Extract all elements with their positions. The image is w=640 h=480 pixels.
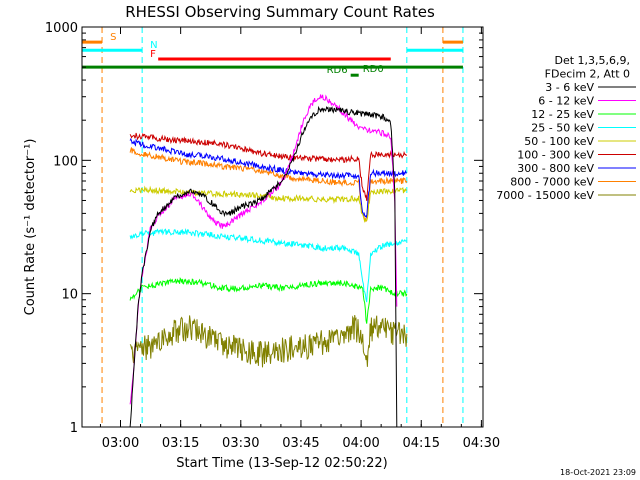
flag-label-rd0: RD0 bbox=[363, 64, 384, 75]
flag-label-n: N bbox=[150, 40, 157, 51]
legend-label-800-7000-kev: 800 - 7000 keV bbox=[510, 176, 594, 189]
series-layer bbox=[129, 94, 408, 428]
legend-header-line: Det 1,3,5,6,9, bbox=[554, 54, 630, 67]
legend-label-3-6-kev: 3 - 6 keV bbox=[545, 81, 594, 94]
flags-layer: S NF RD0 RD6 bbox=[82, 32, 463, 77]
flag-label-rd6: RD6 bbox=[327, 65, 348, 76]
flag-label-s: S bbox=[110, 32, 116, 43]
series-line-12-25-kev bbox=[129, 277, 408, 324]
legend-label-7000-15000-kev: 7000 - 15000 keV bbox=[496, 189, 594, 202]
x-tick-label: 04:30 bbox=[463, 436, 500, 451]
plot-area: S NF RD0 RD6 03:00 03:15 03:30 03:45 04:00 04:15… bbox=[45, 21, 500, 451]
series-line-100-300-kev bbox=[129, 132, 408, 201]
series-line-3-6-kev bbox=[129, 105, 398, 428]
x-tick-label: 04:15 bbox=[403, 436, 440, 451]
y-tick-label: 10 bbox=[61, 288, 78, 303]
chart-title: RHESSI Observing Summary Count Rates bbox=[125, 3, 435, 21]
y-tick-label: 1000 bbox=[45, 21, 78, 36]
legend-label-12-25-kev: 12 - 25 keV bbox=[531, 108, 594, 121]
y-tick-label: 1 bbox=[70, 421, 78, 436]
vertical-lines bbox=[101, 27, 464, 427]
x-tick-label: 03:30 bbox=[222, 436, 259, 451]
series-line-800-7000-kev bbox=[129, 147, 408, 223]
series-line-25-50-kev bbox=[129, 228, 408, 303]
legend-header-line: FDecim 2, Att 0 bbox=[545, 68, 630, 81]
x-axis-label: Start Time (13-Sep-12 02:50:22) bbox=[176, 456, 387, 471]
series-line-6-12-kev bbox=[129, 94, 398, 405]
legend-label-6-12-kev: 6 - 12 keV bbox=[538, 95, 594, 108]
x-tick-label: 03:00 bbox=[102, 436, 139, 451]
y-tick-label: 100 bbox=[53, 154, 78, 169]
legend: Det 1,3,5,6,9,FDecim 2, Att 03 - 6 keV6 … bbox=[496, 54, 636, 202]
legend-label-300-800-kev: 300 - 800 keV bbox=[517, 162, 594, 175]
x-tick-label: 03:45 bbox=[282, 436, 319, 451]
series-line-300-800-kev bbox=[129, 137, 408, 219]
plot-frame bbox=[81, 26, 484, 428]
x-tick-label: 04:00 bbox=[342, 436, 379, 451]
x-axis-ticks: 03:00 03:15 03:30 03:45 04:00 04:15 04:30 bbox=[99, 27, 500, 451]
legend-label-50-100-kev: 50 - 100 keV bbox=[524, 135, 594, 148]
series-line-7000-15000-kev bbox=[129, 315, 408, 368]
legend-label-100-300-kev: 100 - 300 keV bbox=[517, 149, 594, 162]
y-axis-ticks: 1 10 100 1000 bbox=[45, 21, 483, 436]
flag-label-f: F bbox=[150, 49, 156, 60]
x-tick-label: 03:15 bbox=[162, 436, 199, 451]
legend-label-25-50-kev: 25 - 50 keV bbox=[531, 122, 594, 135]
footer-timestamp: 18-Oct-2021 23:09 bbox=[560, 468, 636, 477]
y-axis-label: Count Rate (s⁻¹ detector⁻¹) bbox=[23, 139, 38, 316]
